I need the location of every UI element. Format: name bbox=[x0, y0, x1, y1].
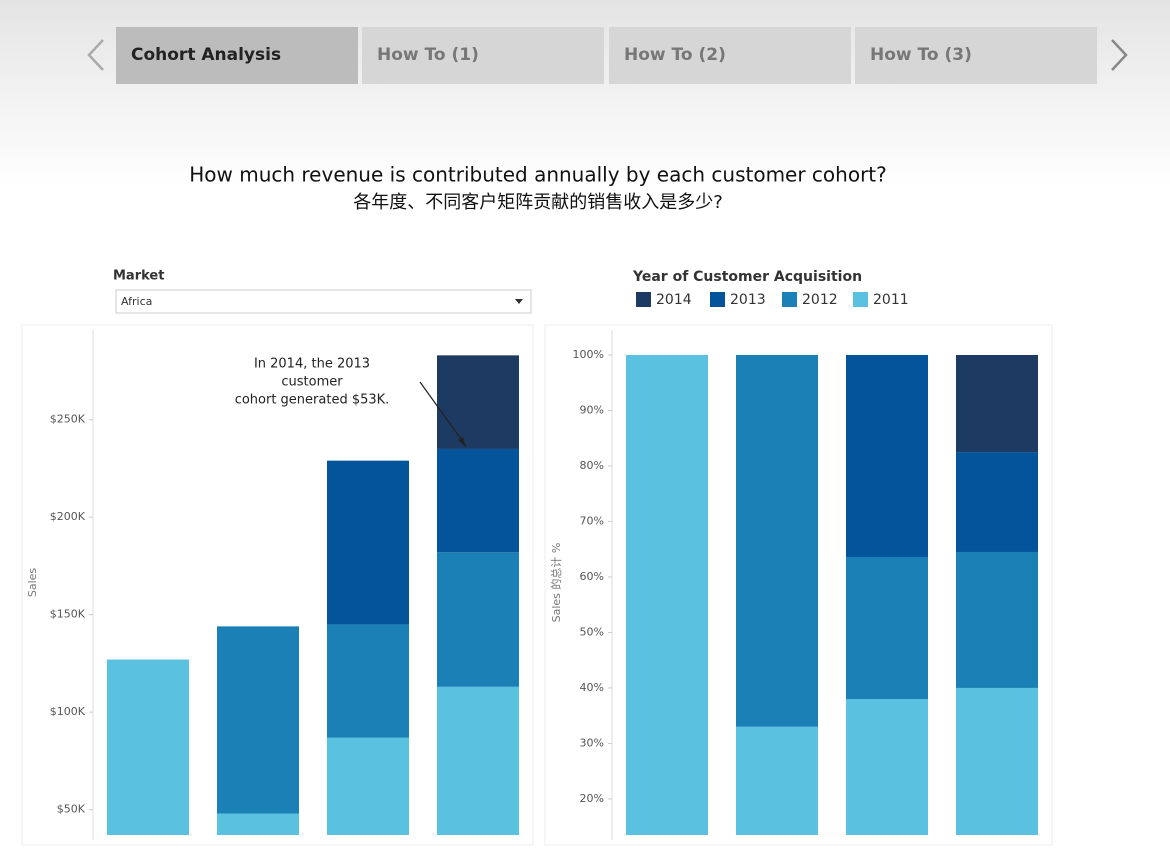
bar-segment bbox=[327, 624, 409, 738]
y-tick-label: 80% bbox=[580, 459, 604, 472]
tab[interactable] bbox=[116, 27, 358, 84]
legend-label: 2014 bbox=[656, 292, 692, 308]
annotation-text: In 2014, the 2013 bbox=[254, 357, 370, 372]
bar-segment bbox=[437, 552, 519, 687]
y-tick-label: $250K bbox=[50, 413, 86, 426]
bar-segment bbox=[956, 551, 1038, 688]
legend-label: 2012 bbox=[802, 292, 838, 308]
y-tick-label: 100% bbox=[573, 348, 604, 361]
bar-segment bbox=[846, 556, 928, 700]
bar-segment bbox=[437, 355, 519, 449]
y-axis-label: Sales bbox=[26, 568, 39, 598]
bar-segment bbox=[626, 354, 708, 835]
tab-label: How To (2) bbox=[624, 45, 726, 65]
y-tick-label: $50K bbox=[57, 803, 86, 816]
y-tick-label: 70% bbox=[580, 514, 604, 527]
next-arrow[interactable] bbox=[1111, 39, 1128, 71]
tab[interactable] bbox=[609, 27, 851, 84]
annotation-text: cohort generated $53K. bbox=[235, 393, 390, 408]
bar-segment bbox=[327, 737, 409, 835]
bar-segment bbox=[437, 448, 519, 553]
bar-segment bbox=[736, 354, 818, 727]
bar-segment bbox=[107, 659, 189, 835]
y-tick-label: $150K bbox=[50, 608, 86, 621]
y-axis-label: Sales 的总计 % bbox=[549, 543, 563, 623]
legend-swatch bbox=[636, 292, 651, 307]
legend-label: 2011 bbox=[873, 292, 909, 308]
tab-label: How To (1) bbox=[377, 45, 479, 65]
y-tick-label: $100K bbox=[50, 705, 86, 718]
filter-dropdown[interactable] bbox=[115, 289, 532, 314]
tab-label: Cohort Analysis bbox=[131, 45, 281, 65]
y-tick-label: 20% bbox=[580, 792, 604, 805]
tab[interactable] bbox=[855, 27, 1097, 84]
bar-segment bbox=[437, 686, 519, 835]
subtitle: 各年度、不同客户矩阵贡献的销售收入是多少? bbox=[353, 192, 723, 213]
y-tick-label: $200K bbox=[50, 510, 86, 523]
annotation-text: customer bbox=[281, 375, 343, 390]
tab[interactable] bbox=[362, 27, 604, 84]
bar-segment bbox=[956, 452, 1038, 552]
tab-label: How To (3) bbox=[870, 45, 972, 65]
tab-bar: Cohort Analysis How To (1) How To (2) How T… bbox=[116, 27, 1097, 84]
bar-segment bbox=[217, 626, 299, 814]
legend-swatch bbox=[782, 292, 797, 307]
bar-segment bbox=[736, 726, 818, 835]
filter-value: Africa bbox=[121, 295, 152, 308]
annotation-arrow bbox=[419, 381, 467, 447]
dropdown-caret bbox=[515, 299, 523, 304]
filter-label: Market bbox=[113, 269, 164, 284]
legend-title: Year of Customer Acquisition bbox=[632, 269, 862, 285]
bar-segment bbox=[956, 687, 1038, 835]
legend-swatch bbox=[853, 292, 868, 307]
bar-segment bbox=[846, 354, 928, 557]
prev-arrow[interactable] bbox=[87, 39, 104, 71]
bar-segment bbox=[327, 460, 409, 625]
y-tick-label: 50% bbox=[580, 625, 604, 638]
bar-segment bbox=[846, 699, 928, 835]
y-tick-label: 40% bbox=[580, 681, 604, 694]
bar-segment bbox=[956, 354, 1038, 453]
title: How much revenue is contributed annually… bbox=[189, 163, 887, 187]
y-tick-label: 60% bbox=[580, 570, 604, 583]
annotation-arrowhead bbox=[458, 437, 466, 447]
legend-swatch bbox=[710, 292, 725, 307]
y-tick-label: 30% bbox=[580, 736, 604, 749]
y-tick-label: 90% bbox=[580, 403, 604, 416]
legend-label: 2013 bbox=[730, 292, 766, 308]
bar-segment bbox=[217, 813, 299, 835]
